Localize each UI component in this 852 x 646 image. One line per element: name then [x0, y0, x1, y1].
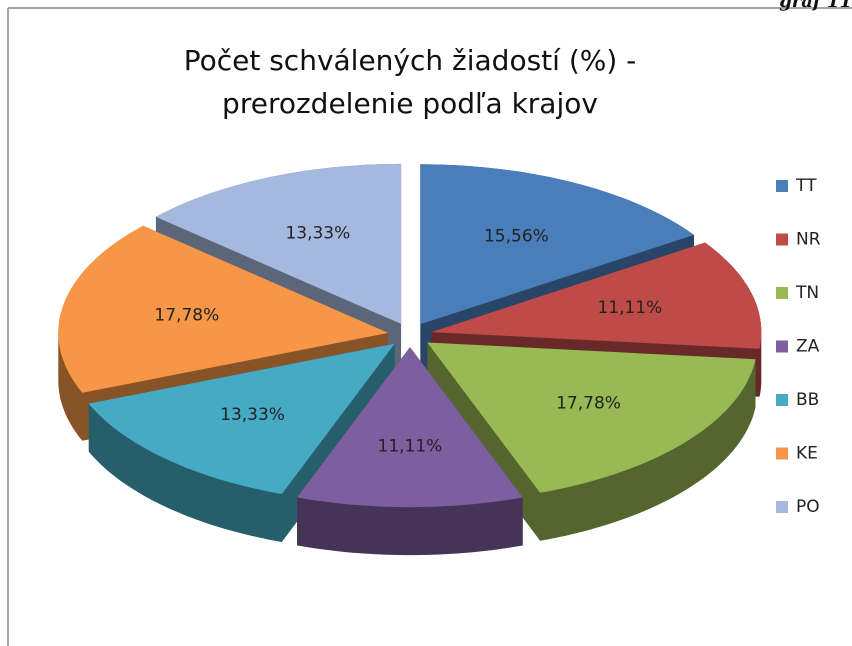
data-label: 13,33% — [220, 405, 285, 425]
legend-swatch — [776, 233, 788, 246]
legend-label: KE — [796, 444, 818, 464]
legend-swatch — [776, 180, 788, 192]
legend-swatch — [776, 340, 788, 353]
data-label: 11,11% — [378, 436, 443, 456]
slice — [431, 242, 762, 349]
slice — [58, 225, 389, 393]
slice — [155, 163, 402, 324]
data-label: 15,56% — [484, 227, 549, 247]
legend-swatch — [776, 447, 788, 460]
legend-label: NR — [796, 230, 821, 250]
data-label: 17,78% — [154, 306, 219, 326]
legend-swatch — [776, 287, 788, 299]
legend-swatch — [776, 394, 788, 406]
legend-label: PO — [796, 497, 820, 517]
slice — [427, 342, 756, 493]
corner-label: graf 11 — [779, 0, 852, 12]
chart-title: Počet schválených žiadostí (%) - — [184, 44, 637, 77]
data-label: 17,78% — [556, 394, 621, 414]
slice — [297, 347, 523, 508]
legend-label: TT — [795, 176, 817, 196]
slice — [420, 164, 694, 325]
chart-subtitle: prerozdelenie podľa krajov — [222, 87, 598, 120]
slice — [88, 343, 395, 494]
legend-label: BB — [796, 390, 819, 410]
legend-label: ZA — [796, 337, 820, 357]
data-label: 13,33% — [285, 223, 350, 243]
data-label: 11,11% — [597, 298, 662, 318]
legend-swatch — [776, 501, 788, 513]
legend-label: TN — [795, 283, 819, 303]
